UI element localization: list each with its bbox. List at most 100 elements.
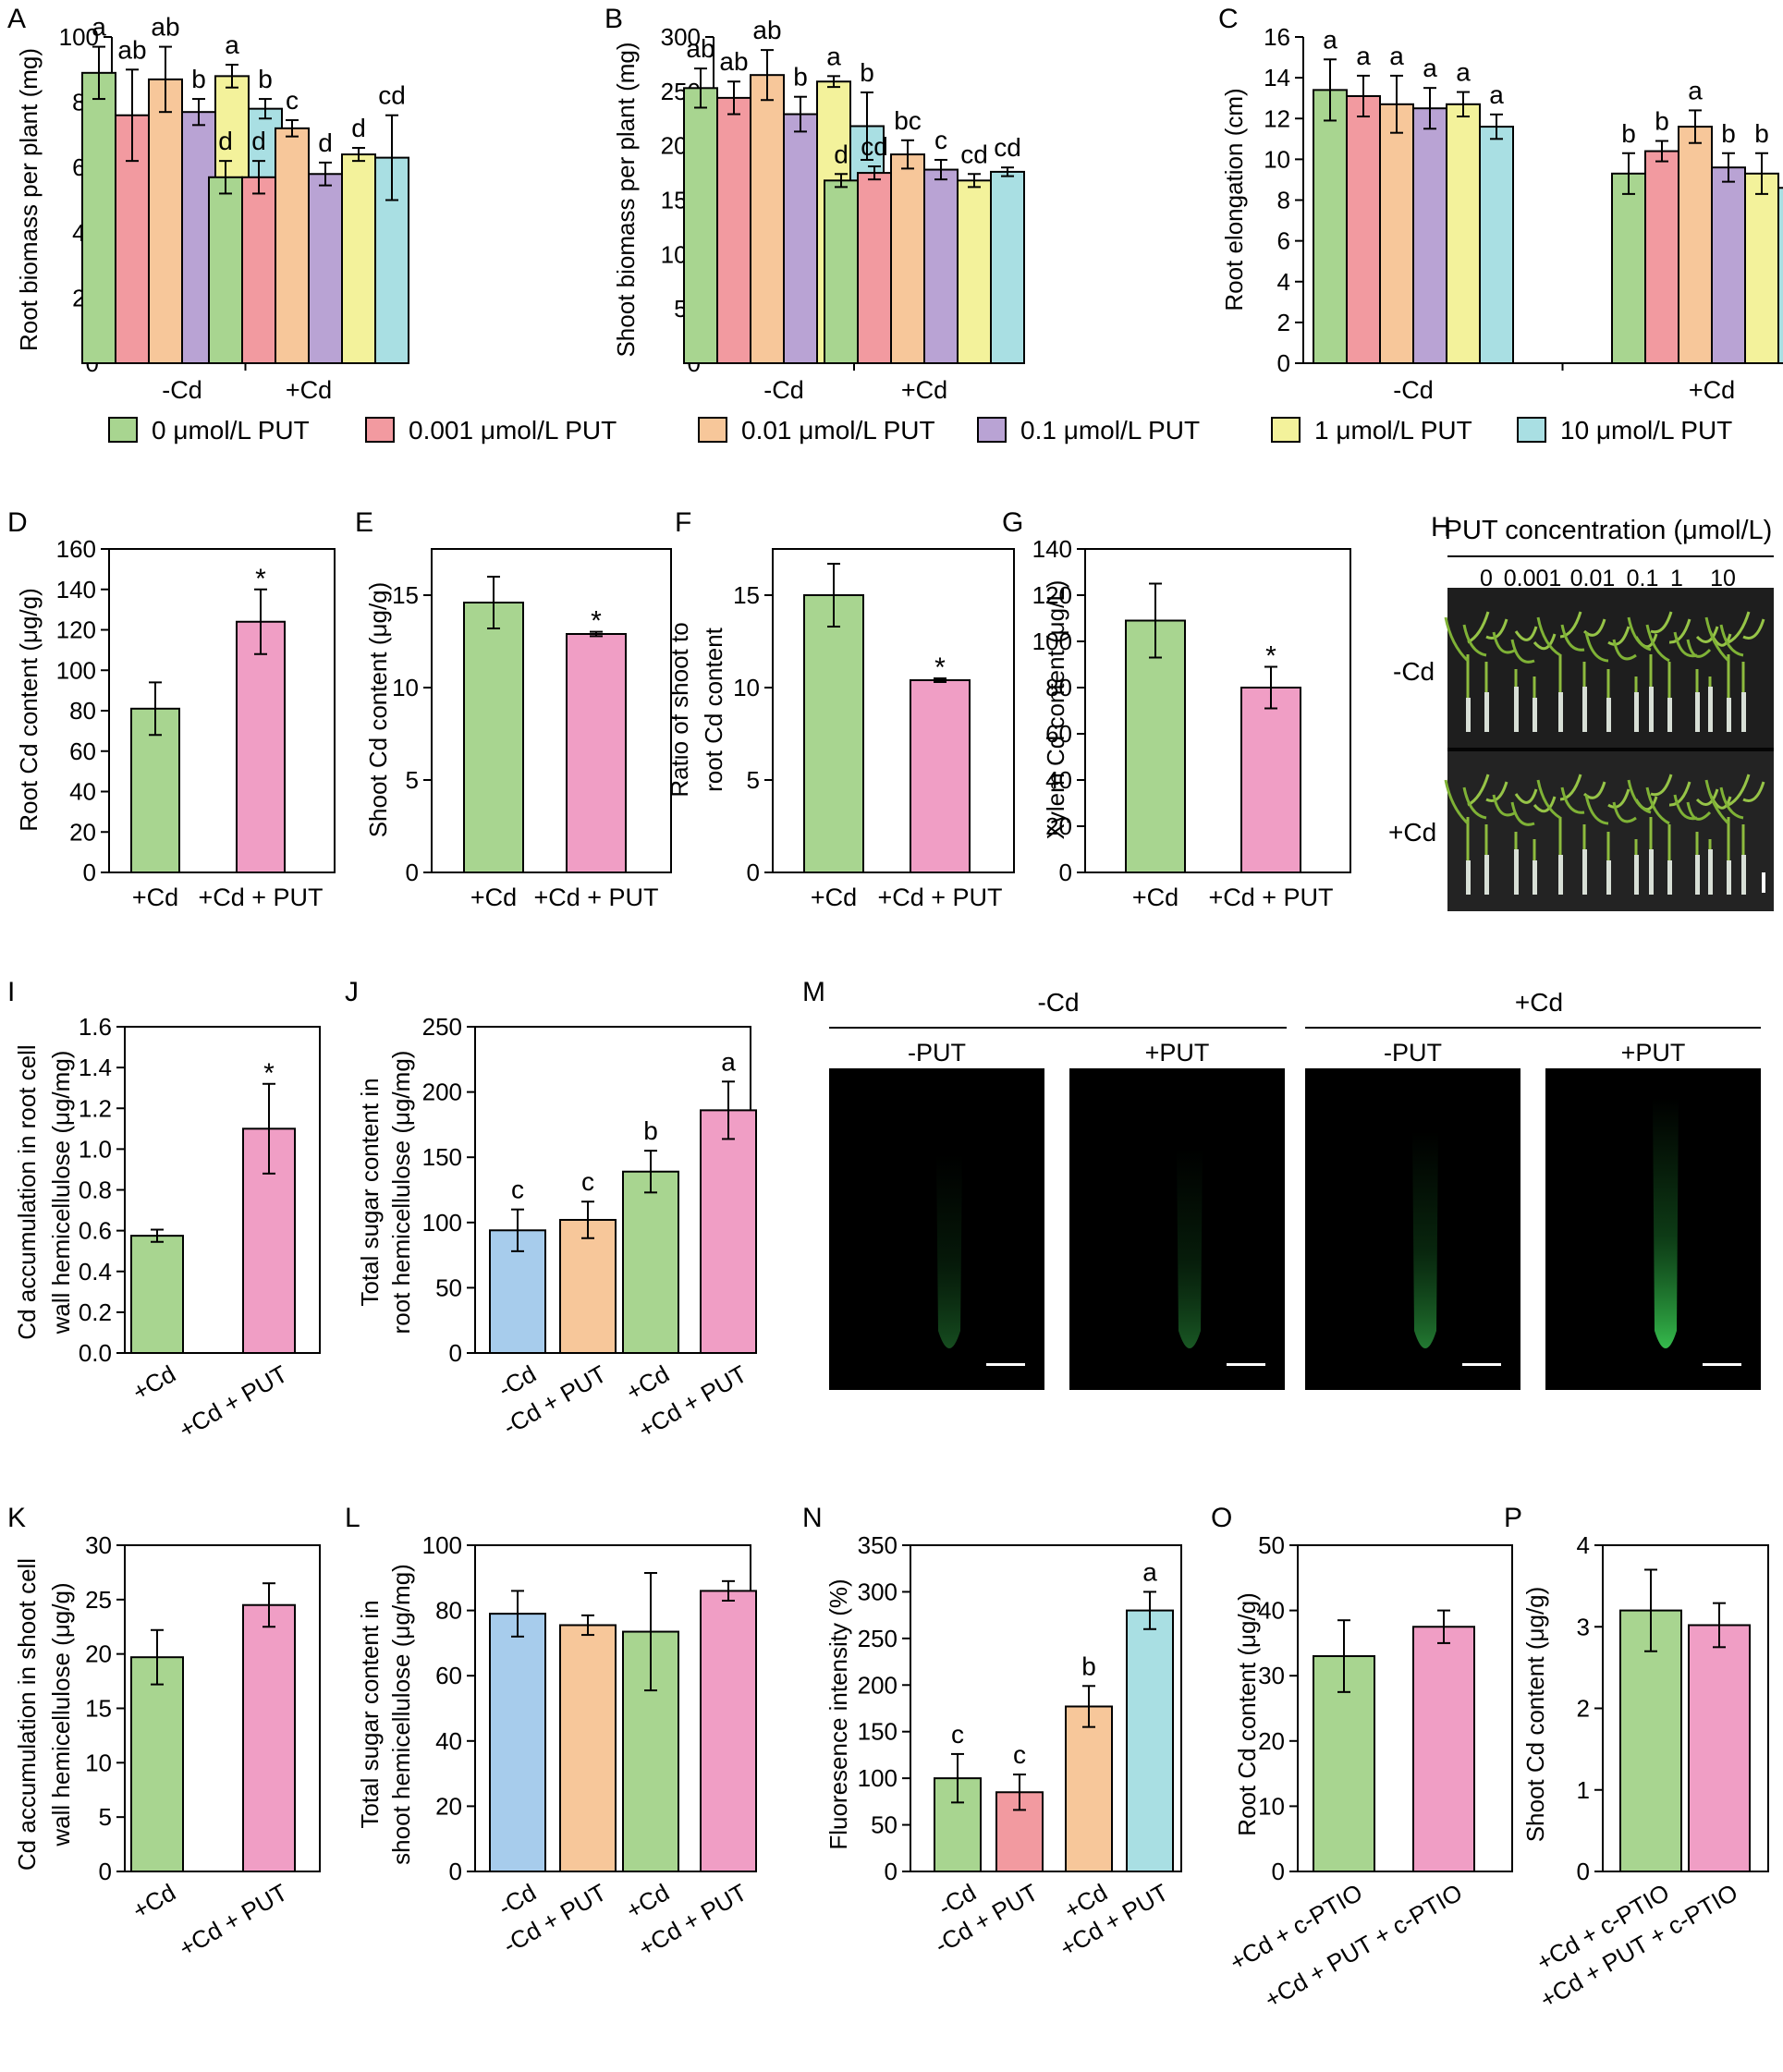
row-label: -Cd <box>1393 657 1435 686</box>
plot-frame <box>431 548 672 873</box>
concentration-label: 1 <box>1670 566 1683 591</box>
y-tick-label: 14 <box>1264 64 1290 91</box>
bar <box>622 1170 679 1355</box>
panel-letter: N <box>802 1503 823 1533</box>
significance-letter: b <box>191 65 206 93</box>
legend-swatch <box>365 417 395 443</box>
panel-letter: J <box>345 977 359 1007</box>
significance-star: * <box>263 1058 275 1089</box>
seedling-leaf <box>1668 781 1691 807</box>
seedling-root <box>1741 692 1746 732</box>
y-axis-label: Root Cd content (μg/g) <box>15 588 43 832</box>
y-axis-label: Fluoresence intensity (%) <box>824 1578 852 1849</box>
y-tick-label: 0 <box>1277 349 1290 377</box>
significance-star: * <box>591 606 602 637</box>
y-tick-label: 3 <box>1577 1613 1590 1640</box>
significance-letter: ab <box>117 35 146 64</box>
seedling-leaf <box>1533 796 1557 813</box>
y-axis-label: shoot hemicellulose (μg/mg) <box>387 1564 415 1865</box>
seedling-leaf <box>1704 779 1730 825</box>
bar <box>1711 166 1746 364</box>
legend-swatch <box>108 417 138 443</box>
seedling-leaf <box>1695 788 1719 806</box>
bar <box>803 594 864 873</box>
plot-frame <box>772 548 1015 873</box>
seedling-root <box>1484 855 1489 895</box>
significance-letter: cd <box>960 140 988 168</box>
bar <box>1126 1609 1174 1872</box>
seedling-root <box>1466 698 1471 732</box>
seedling-leaf <box>1719 786 1744 820</box>
bar <box>1678 126 1713 364</box>
bar <box>1644 150 1679 364</box>
charts-layer: A020406080100Root biomass per plant (mg)… <box>7 4 1783 2014</box>
significance-letter: b <box>1655 107 1669 136</box>
y-axis-label: wall hemicellulose (μg/g) <box>47 1582 75 1847</box>
y-tick-label: 12 <box>1264 104 1290 132</box>
significance-letter: cd <box>378 81 406 110</box>
y-tick-label: 4 <box>1277 268 1290 296</box>
bar <box>208 176 243 364</box>
y-tick-label: 40 <box>435 1727 462 1755</box>
seedling-leaf <box>1728 774 1751 807</box>
y-tick-label: 0.2 <box>79 1298 112 1326</box>
significance-letter: c <box>581 1167 594 1196</box>
y-tick-label: 5 <box>406 766 419 794</box>
y-tick-label: 10 <box>733 674 760 701</box>
y-tick-label: 0 <box>449 1339 462 1367</box>
y-axis-label: Total sugar content in <box>356 1600 384 1828</box>
seedling-leaf <box>1584 631 1609 663</box>
significance-letter: d <box>251 127 266 155</box>
significance-letter: a <box>721 1047 736 1076</box>
y-tick-label: 10 <box>1264 145 1290 173</box>
significance-letter: b <box>1621 119 1636 148</box>
panel-m: M -Cd +Cd -PUT +PUT -PUT +PUT <box>802 977 1761 1390</box>
x-tick-label: +Cd + PUT <box>174 1878 292 1962</box>
panel-letter: I <box>7 977 15 1007</box>
seedling-root <box>1727 698 1731 732</box>
seedling-root <box>1649 687 1654 732</box>
seedling-leaf <box>1645 786 1670 825</box>
bar <box>890 153 925 364</box>
legend-item: 0.01 μmol/L PUT <box>698 416 935 445</box>
y-tick-label: 300 <box>661 23 701 51</box>
seedling-leaf <box>1695 626 1719 643</box>
y-tick-label: 100 <box>1032 628 1072 655</box>
bar <box>1479 126 1514 364</box>
significance-letter: b <box>1081 1652 1096 1680</box>
root-fluorescence <box>936 1153 962 1348</box>
panel-letter: G <box>1002 507 1023 538</box>
significance-letter: ab <box>686 34 714 63</box>
seedling-root <box>1695 855 1700 895</box>
y-tick-label: 8 <box>1277 187 1290 214</box>
y-axis-label: root Cd content <box>700 627 727 792</box>
micrograph <box>1305 1068 1520 1390</box>
significance-letter: c <box>511 1176 524 1204</box>
seedling-leaf <box>1444 779 1470 825</box>
x-tick-label: +Cd <box>128 1359 180 1406</box>
x-tick-label: +Cd + PUT <box>1208 884 1333 911</box>
panel-l: L 0 20 40 60 80 100 Total sugar content in shoot… <box>345 1503 757 1962</box>
legend-label: 0.01 μmol/L PUT <box>741 416 935 445</box>
y-tick-label: 1.4 <box>79 1054 112 1081</box>
bar <box>1446 103 1481 365</box>
y-axis-label: wall hemicellulose (μg/mg) <box>47 1051 75 1335</box>
bar <box>910 679 971 873</box>
seedling-leaf <box>1533 633 1557 651</box>
legend-label: 10 μmol/L PUT <box>1560 416 1732 445</box>
y-tick-label: 10 <box>1258 1792 1285 1820</box>
significance-letter: d <box>218 127 233 155</box>
y-tick-label: 30 <box>85 1531 112 1559</box>
seedling-root <box>1634 855 1639 895</box>
concentration-label: 0.1 <box>1627 566 1659 591</box>
y-axis-label: Root elongation (cm) <box>1220 88 1248 311</box>
y-tick-label: 20 <box>1045 812 1072 840</box>
x-tick-label: +Cd + PUT <box>533 884 658 911</box>
y-tick-label: 100 <box>422 1209 462 1237</box>
bar <box>750 74 785 365</box>
significance-star: * <box>1265 641 1276 672</box>
y-tick-label: 120 <box>1032 581 1072 609</box>
panel-letter: F <box>675 507 691 538</box>
